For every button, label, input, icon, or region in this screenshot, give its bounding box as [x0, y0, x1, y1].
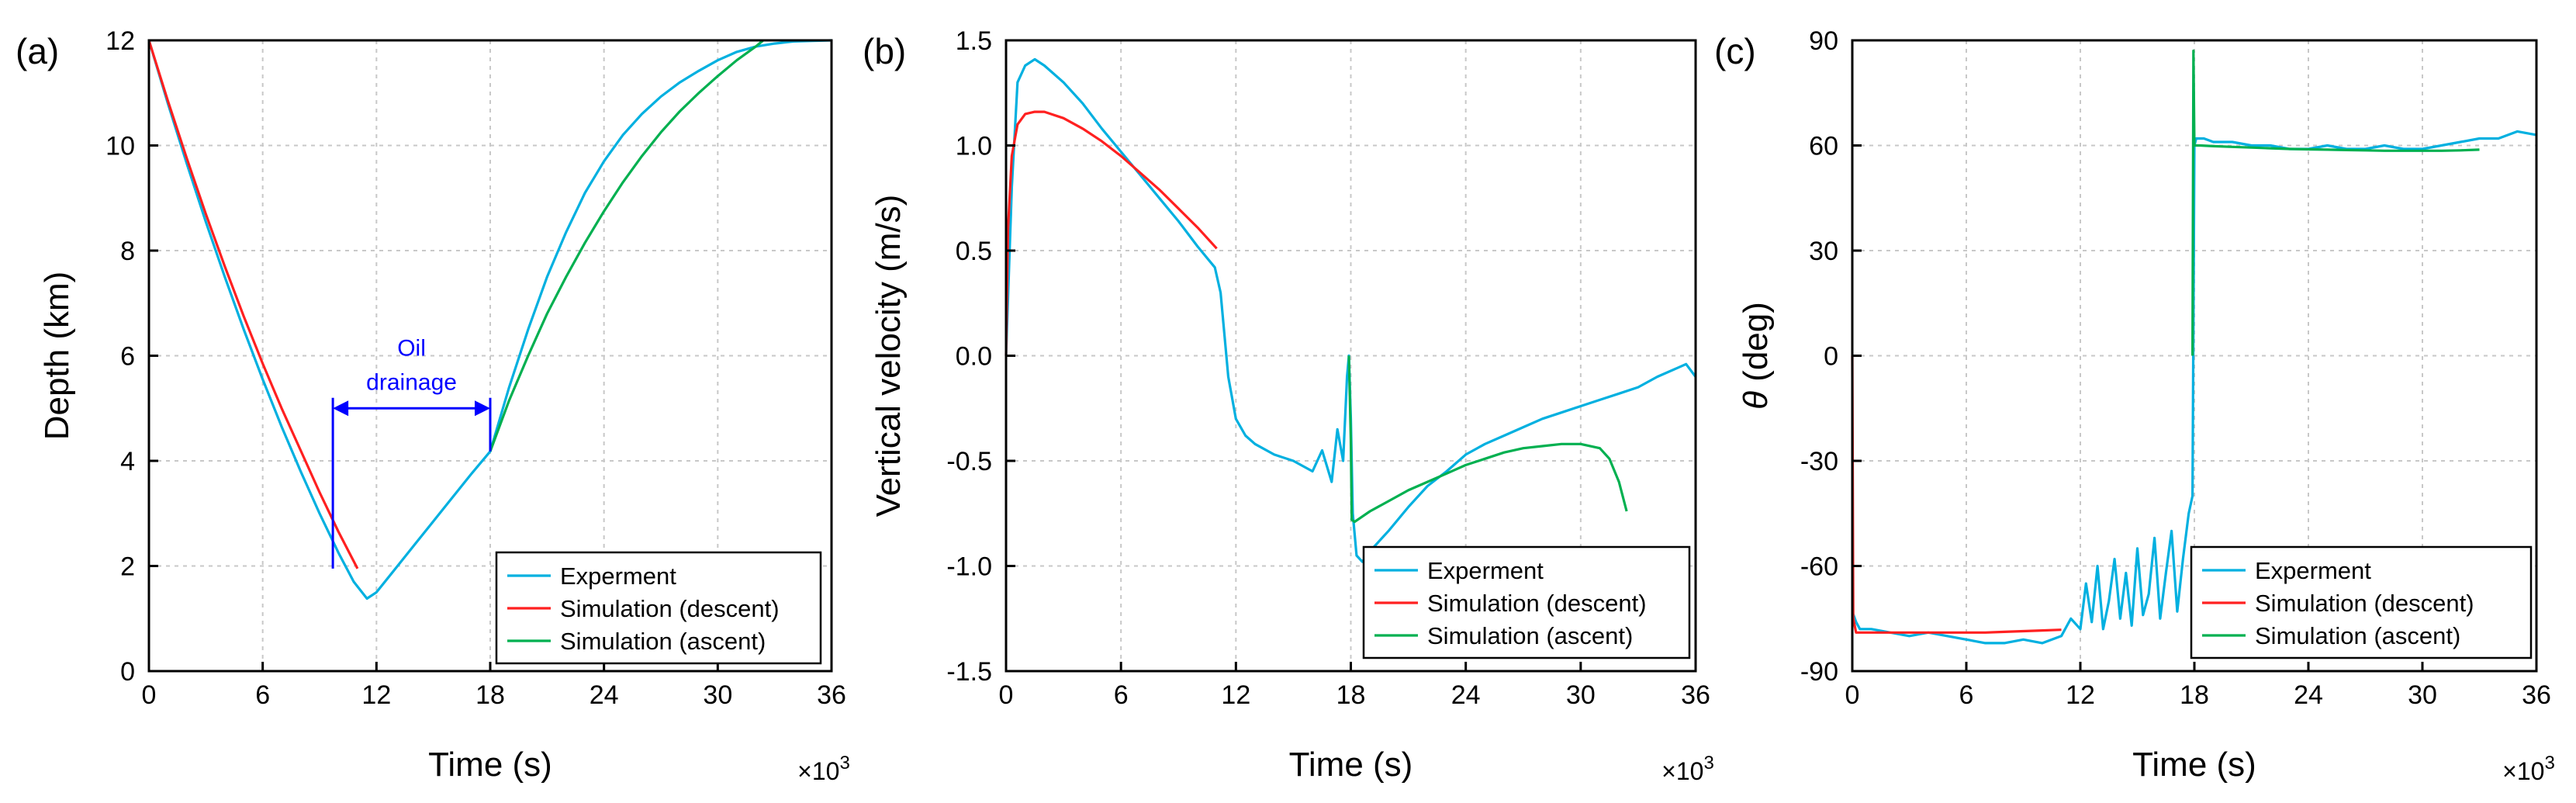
y-tick-label: 0.0 [956, 342, 992, 372]
legend: Experment Simulation (descent) Simulation … [1362, 545, 1691, 659]
y-axis-title: θ (deg) [1737, 302, 1775, 410]
x-tick-label: 0 [1845, 680, 1860, 710]
y-tick-label: 60 [1809, 132, 1838, 161]
y-tick-label: -60 [1800, 552, 1838, 582]
y-tick-label: -1.5 [946, 657, 992, 687]
legend-label: Simulation (descent) [1427, 590, 1647, 617]
legend-label: Simulation (descent) [560, 595, 780, 622]
annotation-arrowhead-right [475, 400, 490, 417]
y-tick-label: 90 [1809, 26, 1838, 56]
y-tick-label: 1.0 [956, 132, 992, 161]
series-line-sim_descent [1851, 355, 2062, 634]
x-tick-label: 6 [1114, 680, 1129, 710]
x-multiplier-base: ×10 [797, 757, 839, 785]
x-tick-label: 36 [2522, 680, 2551, 710]
legend-label: Simulation (ascent) [560, 628, 766, 655]
y-tick-label: 10 [105, 132, 135, 161]
series-line-sim_descent [147, 40, 359, 569]
y-tick-label: 4 [120, 447, 135, 476]
y-tick-label: 0 [1824, 342, 1838, 372]
x-tick-label: 18 [2180, 680, 2209, 710]
y-tick-label: 6 [120, 342, 135, 372]
series-line-experiment [1851, 130, 2537, 645]
annotation-text-line2: drainage [366, 369, 457, 395]
series-line-sim_descent [1004, 110, 1218, 356]
panel-c: 0 6 12 18 24 30 36 -90 -60 -30 0 30 60 90 Time (s) ×103… [1714, 26, 2555, 785]
x-tick-label: 12 [2066, 680, 2095, 710]
x-multiplier-exponent: 3 [2544, 753, 2554, 774]
series-line-experiment [1004, 57, 1697, 563]
x-multiplier-base: ×10 [2502, 757, 2544, 785]
x-tick-label: 12 [361, 680, 391, 710]
y-tick-label: 12 [105, 26, 135, 56]
x-multiplier-exponent: 3 [839, 753, 849, 774]
x-multiplier: ×103 [1661, 753, 1714, 785]
x-axis-title: Time (s) [1289, 746, 1413, 784]
x-tick-label: 18 [1336, 680, 1366, 710]
series-line-sim_ascent [2191, 49, 2480, 356]
legend-label: Experment [1427, 557, 1544, 584]
series-line-experiment [147, 39, 832, 601]
y-axis-title: Depth (km) [38, 272, 76, 441]
legend-label: Simulation (descent) [2255, 590, 2474, 617]
x-multiplier: ×103 [797, 753, 850, 785]
panel-label: (b) [863, 31, 906, 71]
panel-b: 0 6 12 18 24 30 36 -1.5 -1.0 -0.5 0.0 0.5 1.0 1.5 Time… [863, 26, 1714, 785]
y-axis-title: Vertical velocity (m/s) [870, 195, 908, 517]
x-axis-title: Time (s) [428, 746, 552, 784]
x-multiplier-base: ×10 [1661, 757, 1703, 785]
y-tick-label: -30 [1800, 447, 1838, 476]
x-tick-label: 24 [2294, 680, 2323, 710]
x-multiplier-exponent: 3 [1703, 753, 1713, 774]
legend-label: Experment [560, 562, 676, 590]
y-axis-unit: (deg) [1737, 302, 1775, 391]
x-tick-label: 36 [1681, 680, 1710, 710]
y-tick-label: 0.5 [956, 237, 992, 266]
x-tick-label: 6 [1959, 680, 1974, 710]
x-tick-label: 24 [590, 680, 619, 710]
annotation-text-line1: Oil [397, 335, 426, 361]
panel-label: (a) [16, 31, 59, 71]
y-tick-label: -90 [1800, 657, 1838, 687]
panel-label: (c) [1714, 31, 1756, 71]
y-axis-symbol: θ [1737, 391, 1775, 410]
x-tick-label: 6 [255, 680, 270, 710]
y-tick-label: -1.0 [946, 552, 992, 582]
x-axis-title: Time (s) [2132, 746, 2256, 784]
y-tick-label: 30 [1809, 237, 1838, 266]
x-tick-label: 12 [1221, 680, 1250, 710]
x-tick-label: 18 [475, 680, 505, 710]
series-line-sim_ascent [1347, 355, 1628, 524]
y-tick-label: 1.5 [956, 26, 992, 56]
x-multiplier: ×103 [2502, 753, 2555, 785]
y-tick-label: 8 [120, 237, 135, 266]
x-tick-label: 24 [1451, 680, 1481, 710]
legend-label: Experment [2255, 557, 2371, 584]
y-tick-label: 2 [120, 552, 135, 582]
legend-box [2190, 545, 2533, 659]
y-tick-label: -0.5 [946, 447, 992, 476]
x-tick-label: 0 [999, 680, 1014, 710]
annotation-arrowhead-left [333, 400, 349, 417]
x-tick-label: 0 [142, 680, 157, 710]
legend-label: Simulation (ascent) [1427, 622, 1633, 649]
x-tick-label: 36 [817, 680, 846, 710]
y-tick-label: 0 [120, 657, 135, 687]
series-line-sim_ascent [489, 39, 765, 452]
legend: Experment Simulation (descent) Simulation … [2190, 545, 2533, 659]
legend-label: Simulation (ascent) [2255, 622, 2460, 649]
x-tick-label: 30 [2408, 680, 2437, 710]
legend: Experment Simulation (descent) Simulation … [495, 551, 822, 665]
x-tick-label: 30 [703, 680, 732, 710]
x-tick-label: 30 [1566, 680, 1596, 710]
